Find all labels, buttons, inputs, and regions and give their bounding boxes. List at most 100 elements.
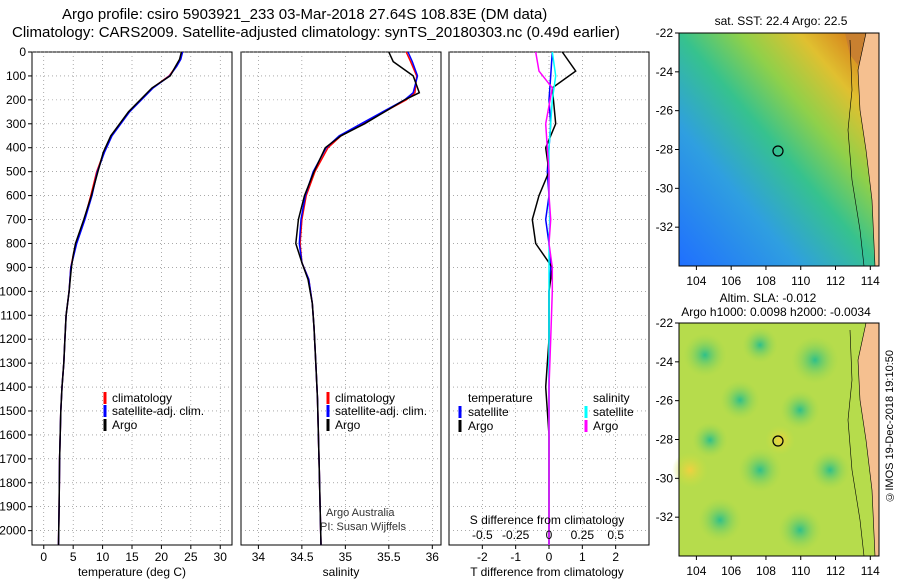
temperature-axes-frame — [31, 51, 233, 546]
map-x-tick-label: 114 — [861, 564, 880, 578]
legend-t-argo-label: Argo — [468, 419, 494, 433]
legend-s-argo-label: Argo — [593, 419, 619, 433]
sst-map-panel: sat. SST: 22.4 Argo: 22.5 104 106 108 110 11… — [656, 14, 881, 288]
temperature-xlabel: temperature (deg C) — [78, 565, 186, 579]
map-x-tick-label: 108 — [756, 274, 776, 288]
map-y-tick-label: -26 — [656, 394, 674, 408]
x-tick-label: -2 — [477, 550, 488, 564]
y-tick-label: 100 — [6, 69, 26, 83]
map-y-tick-label: -32 — [656, 220, 674, 234]
sla-argo-location-marker — [772, 435, 784, 447]
map-x-tick-label: 106 — [721, 564, 741, 578]
legend-salinity-heading: salinity — [593, 391, 630, 405]
map-x-tick-label: 110 — [791, 564, 810, 578]
map-x-tick-label: 104 — [686, 564, 706, 578]
x-tick-label: 0 — [40, 550, 47, 564]
legend-climatology-label: climatology — [335, 391, 395, 405]
series-line-argo — [57, 51, 183, 546]
x-tick-label: 10 — [96, 550, 110, 564]
y-tick-label: 1500 — [0, 404, 26, 418]
x-tick-label: 15 — [125, 550, 139, 564]
x-tick-label: 20 — [155, 550, 169, 564]
y-tick-label: 1100 — [0, 308, 26, 322]
y-tick-label: 1700 — [0, 452, 26, 466]
x-tick-label: -1 — [510, 550, 521, 564]
x-tick-label: 34 — [252, 550, 266, 564]
annotation-pi: PI: Susan Wijffels — [320, 521, 406, 533]
map-x-tick-label: 110 — [791, 274, 810, 288]
y-tick-label: 1900 — [0, 500, 26, 514]
legend-argo-label: Argo — [112, 418, 138, 432]
sla-warm-anomaly — [672, 452, 708, 488]
difference-legend-salinity: salinity satellite Argo — [584, 391, 634, 433]
sst-contour — [847, 39, 865, 267]
imos-credit: ©IMOS 19-Dec-2018 19:10:50 — [884, 350, 896, 503]
map-y-tick-label: -22 — [656, 316, 674, 330]
map-y-tick-label: -26 — [656, 104, 674, 118]
x-tick-label: 34.5 — [290, 550, 314, 564]
map-y-tick-label: -30 — [656, 181, 674, 195]
x-tick-label-top: 0.25 — [571, 528, 595, 542]
map-y-tick-label: -30 — [656, 471, 674, 485]
difference-legend-temperature: temperature satellite Argo — [458, 391, 533, 433]
figure-title-line2: Climatology: CARS2009. Satellite-adjuste… — [12, 24, 620, 41]
x-tick-label: 30 — [214, 550, 228, 564]
salinity-axes-frame — [240, 51, 442, 546]
salinity-legend: climatology satellite-adj. clim. Argo — [326, 391, 427, 432]
y-tick-label: 1000 — [0, 284, 26, 298]
map-x-tick-label: 106 — [721, 274, 741, 288]
s-difference-title: S difference from climatology — [470, 513, 625, 527]
sla-eddy — [810, 450, 850, 490]
x-tick-label: 35 — [339, 550, 353, 564]
y-tick-label: 2000 — [0, 524, 26, 538]
sla-eddies — [672, 327, 850, 552]
y-tick-label: 300 — [6, 117, 26, 131]
map-y-tick-label: -24 — [656, 355, 674, 369]
temperature-panel: 0 5 10 15 20 25 30 0 100 200 300 400 500 600 700 800 90… — [0, 45, 233, 579]
sla-eddy — [738, 448, 782, 492]
sla-eddy — [720, 380, 760, 420]
map-y-tick-label: -24 — [656, 65, 674, 79]
sla-eddy — [683, 333, 727, 377]
t-difference-xlabel: T difference from climatology — [470, 565, 624, 579]
x-tick-label: 2 — [612, 550, 619, 564]
y-tick-label: 1800 — [0, 476, 26, 490]
legend-satellite-label: satellite-adj. clim. — [112, 404, 204, 418]
legend-temperature-heading: temperature — [468, 391, 533, 405]
y-tick-label: 500 — [6, 165, 26, 179]
series-line-argo — [295, 51, 421, 546]
map-y-tick-label: -22 — [656, 26, 674, 40]
sla-eddy — [791, 336, 839, 384]
x-tick-label: 5 — [70, 550, 77, 564]
map-x-tick-label: 112 — [826, 564, 845, 578]
map-y-tick-label: -32 — [656, 510, 674, 524]
legend-argo-label: Argo — [335, 418, 361, 432]
sst-field — [679, 33, 879, 266]
temperature-legend: climatology satellite-adj. clim. Argo — [103, 391, 204, 432]
map-x-tick-label: 108 — [756, 564, 776, 578]
legend-s-satellite-label: satellite — [593, 405, 634, 419]
y-tick-label: 200 — [6, 93, 26, 107]
x-tick-label: 36 — [426, 550, 440, 564]
y-tick-label: 1400 — [0, 380, 26, 394]
legend-satellite-label: satellite-adj. clim. — [335, 404, 427, 418]
annotation-argo-australia: Argo Australia — [326, 507, 395, 519]
series-line-s-argo — [534, 51, 554, 545]
y-tick-label: 1300 — [0, 356, 26, 370]
x-tick-label: 25 — [184, 550, 198, 564]
sla-eddy — [780, 390, 820, 430]
figure-title-line1: Argo profile: csiro 5903921_233 03-Mar-2… — [62, 6, 548, 23]
sla-warm-anomaly — [765, 425, 795, 455]
x-tick-label: 1 — [579, 550, 586, 564]
salinity-panel: 34 34.5 35 35.5 36 salinity climatology sate… — [240, 51, 442, 579]
difference-panel: -2 -1 0 1 2 -0.5 -0.25 0 0.25 0.5 S difference f… — [448, 51, 650, 579]
salinity-xlabel: salinity — [323, 565, 360, 579]
legend-climatology-label: climatology — [112, 391, 172, 405]
y-tick-label: 400 — [6, 141, 26, 155]
sla-map-subtitle: Argo h1000: 0.0098 h2000: -0.0034 — [681, 305, 871, 319]
x-tick-label: 0 — [546, 550, 553, 564]
map-x-tick-label: 104 — [686, 274, 706, 288]
map-y-tick-label: -28 — [656, 143, 674, 157]
sla-eddy — [692, 422, 728, 458]
